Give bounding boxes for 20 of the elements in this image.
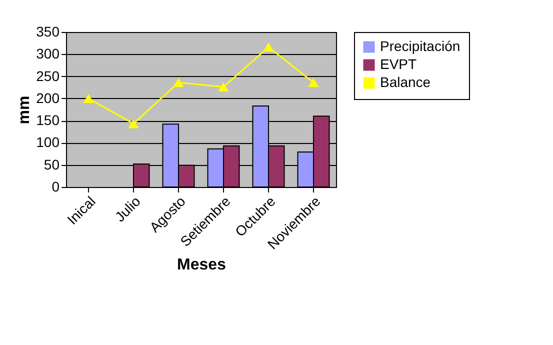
legend-label: Balance [380,74,431,90]
legend-label: Precipitación [380,38,460,54]
y-tick-label: 0 [52,178,60,194]
legend-label: EVPT [380,56,418,72]
y-tick-label: 150 [36,112,60,128]
point [173,78,184,88]
y-tick-label: 50 [44,156,60,172]
point [263,42,274,52]
y-axis-title: mm [16,96,34,124]
x-axis-title: Meses [177,256,226,274]
point [218,82,229,92]
y-tick-label: 300 [36,46,60,62]
point [308,78,319,88]
point [83,94,94,103]
point [128,119,139,128]
y-tick-label: 200 [36,90,60,106]
y-tick-label: 350 [36,24,60,40]
y-tick-label: 250 [36,68,60,84]
y-tick-label: 100 [36,134,60,150]
x-tick-label: Julio [112,192,144,225]
